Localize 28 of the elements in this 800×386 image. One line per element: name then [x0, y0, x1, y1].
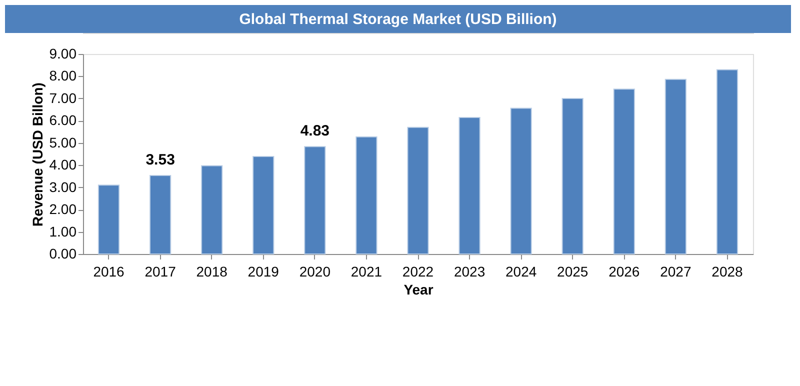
- x-tick-label: 2023: [454, 264, 486, 280]
- y-tick-label: 8.00: [49, 68, 77, 84]
- x-tick-label: 2019: [248, 264, 280, 280]
- x-tick-label: 2021: [350, 264, 382, 280]
- x-tick-label: 2027: [660, 264, 692, 280]
- y-tick-label: 3.00: [49, 178, 77, 195]
- x-axis-title: Year: [404, 282, 434, 298]
- y-tick-label: 0.00: [49, 246, 77, 262]
- y-tick-label: 6.00: [49, 112, 77, 128]
- chart-title: Global Thermal Storage Market (USD Billion): [239, 11, 557, 28]
- x-tick-label: 2018: [196, 264, 228, 280]
- x-tick-label: 2020: [299, 264, 331, 280]
- y-tick-label: 9.00: [49, 46, 77, 62]
- x-tick-label: 2026: [608, 264, 640, 280]
- x-tick-label: 2017: [144, 264, 176, 280]
- x-tick-label: 2024: [506, 264, 537, 280]
- x-tick-label: 2028: [712, 264, 744, 280]
- y-tick-label: 5.00: [49, 134, 77, 150]
- y-tick-label: 4.00: [49, 156, 77, 173]
- y-tick-label: 2.00: [49, 201, 77, 218]
- data-label: 3.53: [146, 152, 175, 169]
- x-tick-label: 2025: [557, 264, 588, 280]
- y-axis-title: Revenue (USD Billon): [29, 82, 46, 226]
- x-tick-label: 2022: [402, 264, 434, 280]
- y-tick-label: 7.00: [49, 90, 77, 106]
- y-tick-label: 1.00: [49, 223, 77, 240]
- data-label: 4.83: [300, 122, 330, 140]
- x-tick-label: 2016: [93, 264, 125, 280]
